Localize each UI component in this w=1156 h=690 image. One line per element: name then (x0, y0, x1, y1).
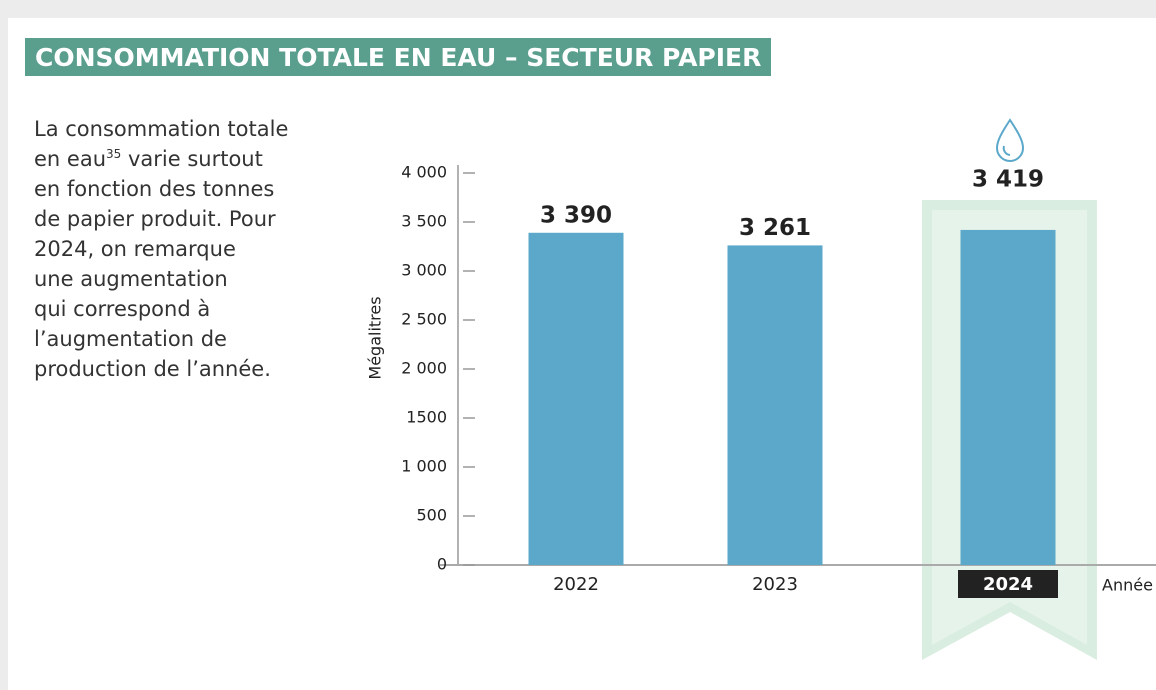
x-tick-label: 2023 (752, 574, 798, 595)
y-tick-label: 500 (416, 506, 447, 525)
bar (727, 245, 823, 565)
y-tick-label: 1500 (406, 408, 447, 427)
highlight-label-box (958, 570, 1058, 598)
y-tick-label: 2 000 (401, 359, 447, 378)
line: qui correspond à (34, 297, 211, 321)
y-tick-label: 1 000 (401, 457, 447, 476)
x-tick-label: 2024 (983, 574, 1033, 595)
text: varie surtout (127, 147, 263, 171)
line: en eau35 varie surtout (34, 144, 288, 174)
drop-icon (995, 118, 1025, 162)
y-tick-label: 0 (437, 555, 447, 574)
value-label: 3 390 (540, 202, 612, 228)
text: en eau (34, 147, 107, 171)
drop-icon (1002, 145, 1011, 156)
line: l’augmentation de (34, 327, 227, 351)
line: production de l’année. (34, 357, 271, 381)
bar (528, 232, 624, 565)
value-label: 3 419 (972, 167, 1044, 193)
y-tick-label: 3 000 (401, 261, 447, 280)
y-tick-label: 2 500 (401, 310, 447, 329)
y-tick-label: 3 500 (401, 212, 447, 231)
line: 2024, on remarque (34, 237, 236, 261)
x-axis-label: Année (1102, 576, 1153, 595)
lines: en fonction des tonnes de papier produit.… (34, 174, 288, 384)
line: de papier produit. Pour (34, 207, 276, 231)
line: en fonction des tonnes (34, 177, 275, 201)
title: CONSOMMATION TOTALE EN EAU – SECTEUR PAP… (25, 38, 772, 76)
description: La consommation totale en eau35 varie su… (34, 114, 288, 384)
footnote: 35 (106, 147, 122, 161)
bar (960, 229, 1056, 566)
line: une augmentation (34, 267, 228, 291)
x-tick-label: 2022 (553, 574, 599, 595)
y-tick-label: 4 000 (401, 163, 447, 182)
line: La consommation totale (34, 117, 289, 141)
value-label: 3 261 (739, 215, 811, 241)
y-axis-label: Mégalitres (366, 296, 385, 379)
